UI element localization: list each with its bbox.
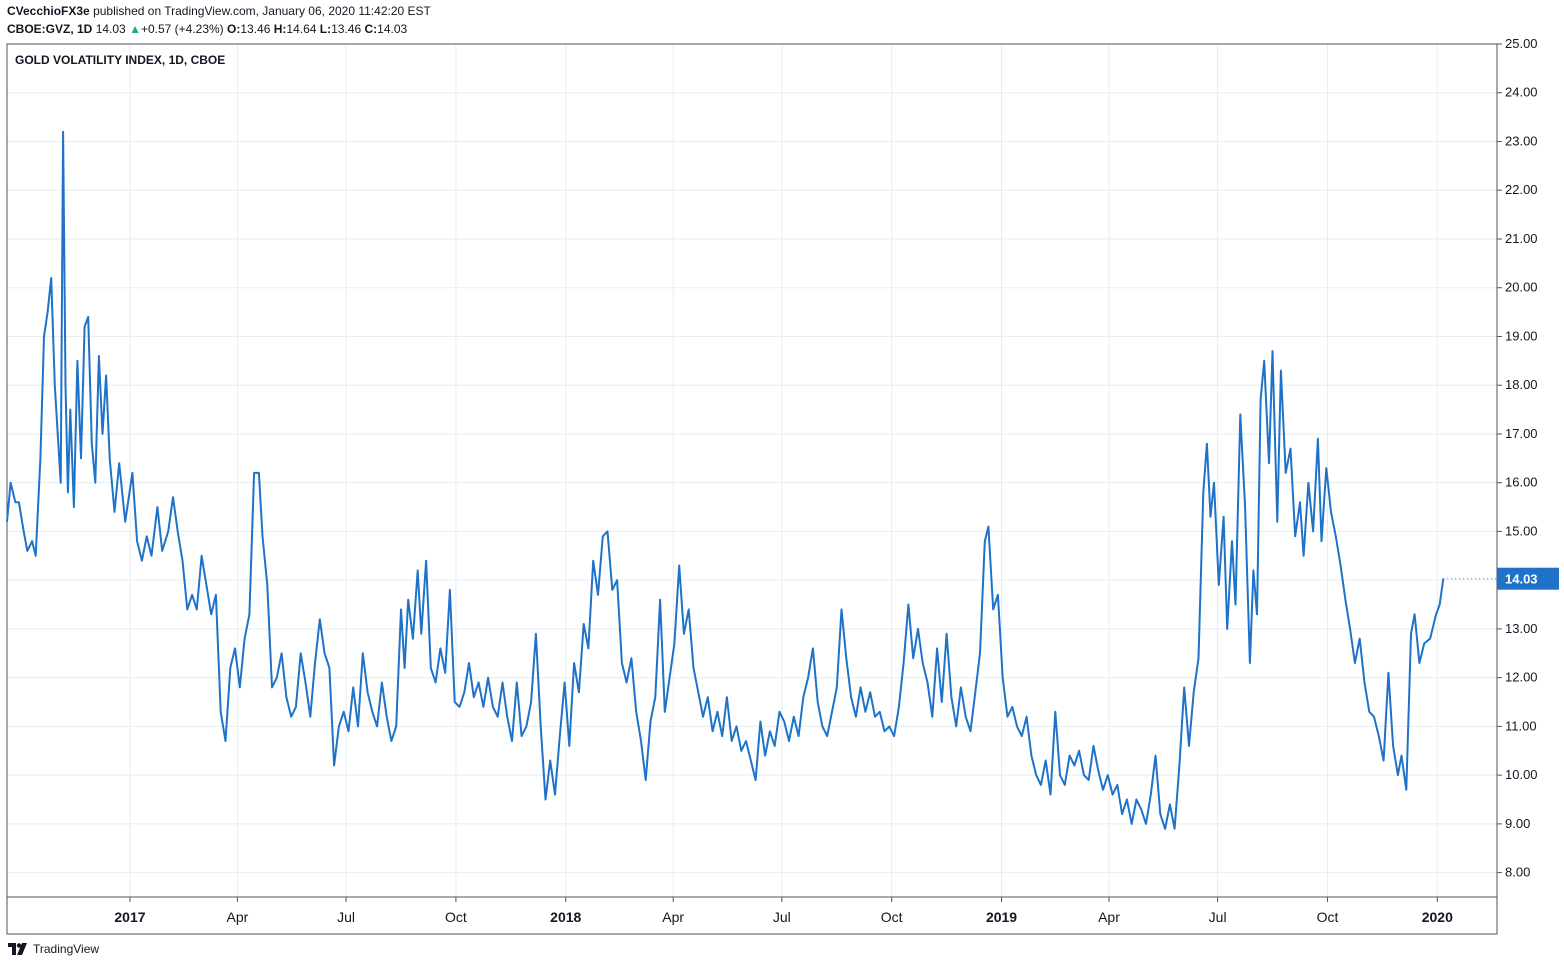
open-value: 13.46 bbox=[240, 22, 271, 36]
x-tick-label: Jul bbox=[773, 909, 791, 925]
high-value: 14.64 bbox=[286, 22, 317, 36]
ohlc-legend: CBOE:GVZ, 1D 14.03 ▲+0.57 (+4.23%) O:13.… bbox=[7, 22, 407, 36]
time-axis[interactable]: 2017 Apr Jul Oct 2018 Apr Jul Oct 2019 Apr Jul Oct 2… bbox=[114, 897, 1453, 925]
plot-frame bbox=[6, 43, 1498, 935]
x-tick-label: 2017 bbox=[114, 909, 145, 925]
last-price: 14.03 bbox=[95, 22, 126, 36]
y-tick-label: 23.00 bbox=[1505, 133, 1538, 148]
high-label: H: bbox=[273, 22, 287, 36]
footer-brand: TradingView bbox=[33, 942, 100, 956]
y-tick-label: 10.00 bbox=[1505, 767, 1538, 782]
close-value: 14.03 bbox=[377, 22, 408, 36]
y-tick-label: 16.00 bbox=[1505, 475, 1538, 490]
y-tick-label: 17.00 bbox=[1505, 426, 1538, 441]
price-line bbox=[6, 130, 1445, 830]
x-tick-label: 2020 bbox=[1422, 909, 1453, 925]
price-chart[interactable]: GOLD VOLATILITY INDEX, 1D, CBOE 8.00 9.00… bbox=[0, 0, 1564, 940]
low-label: L: bbox=[319, 22, 332, 36]
x-tick-label: 2018 bbox=[550, 909, 581, 925]
low-value: 13.46 bbox=[331, 22, 362, 36]
x-tick-label: Jul bbox=[337, 909, 355, 925]
x-tick-label: 2019 bbox=[986, 909, 1017, 925]
y-tick-label: 11.00 bbox=[1505, 718, 1537, 733]
x-tick-label: Apr bbox=[1098, 909, 1120, 925]
y-tick-label: 9.00 bbox=[1505, 816, 1530, 831]
y-tick-label: 18.00 bbox=[1505, 377, 1538, 392]
x-tick-label: Apr bbox=[227, 909, 249, 925]
close-label: C: bbox=[364, 22, 378, 36]
x-tick-label: Jul bbox=[1209, 909, 1227, 925]
y-tick-label: 24.00 bbox=[1505, 85, 1538, 100]
y-tick-label: 13.00 bbox=[1505, 621, 1538, 636]
symbol-label: CBOE:GVZ, 1D bbox=[7, 22, 93, 36]
y-tick-label: 25.00 bbox=[1505, 36, 1538, 51]
y-tick-label: 12.00 bbox=[1505, 670, 1538, 685]
author-name[interactable]: CVecchioFX3e bbox=[7, 4, 90, 18]
last-price-badge-label: 14.03 bbox=[1505, 572, 1538, 587]
y-tick-label: 19.00 bbox=[1505, 328, 1538, 343]
open-label: O: bbox=[227, 22, 241, 36]
publish-info: CVecchioFX3e published on TradingView.co… bbox=[7, 4, 431, 18]
y-tick-label: 8.00 bbox=[1505, 865, 1530, 880]
price-change: +0.57 (+4.23%) bbox=[140, 22, 224, 36]
last-price-badge-bg bbox=[1497, 567, 1559, 590]
chart-title: GOLD VOLATILITY INDEX, 1D, CBOE bbox=[15, 53, 225, 67]
y-tick-label: 20.00 bbox=[1505, 280, 1538, 295]
price-axis[interactable]: 8.009.0010.0011.0012.0013.0014.0015.0016… bbox=[1497, 36, 1538, 880]
last-price-badge: 14.03 bbox=[1443, 567, 1559, 590]
x-tick-label: Oct bbox=[445, 909, 467, 925]
x-tick-label: Oct bbox=[1317, 909, 1339, 925]
y-tick-label: 15.00 bbox=[1505, 523, 1538, 538]
change-arrow-icon: ▲ bbox=[129, 22, 141, 36]
published-text: published on TradingView.com, January 06… bbox=[93, 4, 431, 18]
x-tick-label: Oct bbox=[881, 909, 903, 925]
x-tick-label: Apr bbox=[662, 909, 684, 925]
footer[interactable]: TradingView bbox=[7, 942, 99, 956]
y-tick-label: 21.00 bbox=[1505, 231, 1538, 246]
y-tick-label: 22.00 bbox=[1505, 182, 1538, 197]
tradingview-logo-icon bbox=[8, 943, 27, 955]
